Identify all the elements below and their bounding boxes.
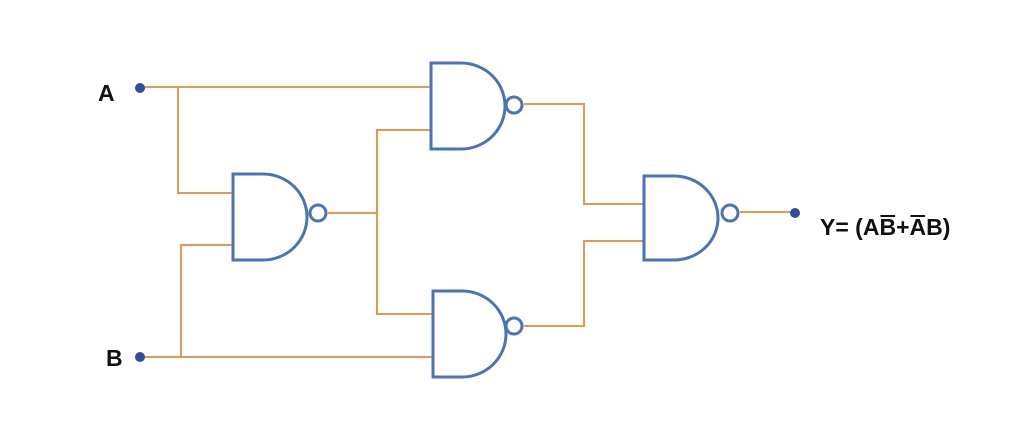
wire-gate1-to-gate3 [376, 213, 433, 315]
nand-gate-2 [429, 61, 524, 151]
nand-gate-2-body [429, 61, 507, 151]
nand-gate-4-bubble [720, 203, 740, 223]
output-prefix: Y= (A [820, 214, 879, 240]
output-plus: + [896, 214, 909, 240]
output-y-terminal [790, 208, 800, 218]
nand-gate-4 [642, 174, 740, 262]
nand-gate-1-body [231, 172, 309, 262]
nand-gate-3-bubble [504, 316, 524, 336]
wire-gate1-to-gate2 [376, 129, 431, 213]
nand-gate-1-bubble [308, 203, 328, 223]
input-b-terminal [135, 352, 145, 362]
nand-gate-4-body [642, 174, 720, 262]
nand-gate-1 [231, 172, 328, 262]
wire-gate2-to-gate4 [524, 103, 644, 205]
output-b: B [926, 214, 943, 240]
output-b-bar: B [879, 214, 896, 240]
output-suffix: ) [943, 214, 951, 240]
output-a-bar: A [910, 214, 927, 240]
wires [140, 86, 794, 358]
nand-gate-3-body [431, 289, 508, 379]
nand-gate-2-bubble [504, 95, 524, 115]
output-expression: Y= (AB+AB) [820, 214, 950, 240]
input-a-terminal [135, 83, 145, 93]
input-a-label: A [98, 80, 115, 106]
input-b-label: B [106, 345, 123, 371]
nand-gate-3 [431, 289, 524, 379]
wire-b-to-gate1 [180, 244, 233, 357]
wire-a-to-gate1 [177, 87, 233, 194]
wire-gate3-to-gate4 [524, 240, 644, 327]
